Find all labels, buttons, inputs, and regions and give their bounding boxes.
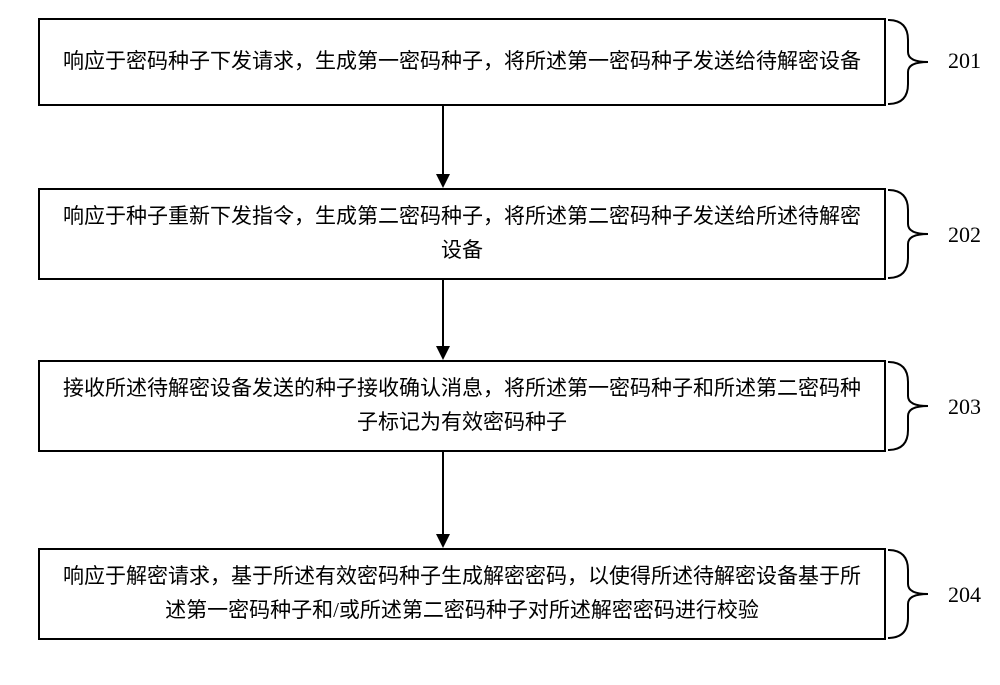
flow-node-text: 响应于密码种子下发请求，生成第一密码种子，将所述第一密码种子发送给待解密设备 <box>63 45 861 79</box>
flow-node-text: 响应于解密请求，基于所述有效密码种子生成解密密码，以使得所述待解密设备基于所述第… <box>60 560 864 627</box>
step-label: 204 <box>948 582 981 608</box>
brace-icon <box>886 18 946 106</box>
step-label: 203 <box>948 394 981 420</box>
flow-node-text: 响应于种子重新下发指令，生成第二密码种子，将所述第二密码种子发送给所述待解密设备 <box>60 200 864 267</box>
flow-node: 接收所述待解密设备发送的种子接收确认消息，将所述第一密码种子和所述第二密码种子标… <box>38 360 886 452</box>
brace-icon <box>886 188 946 280</box>
flow-node-text: 接收所述待解密设备发送的种子接收确认消息，将所述第一密码种子和所述第二密码种子标… <box>60 372 864 439</box>
brace-icon <box>886 360 946 452</box>
flowchart-canvas: 响应于密码种子下发请求，生成第一密码种子，将所述第一密码种子发送给待解密设备 2… <box>0 0 1000 685</box>
step-label: 201 <box>948 48 981 74</box>
flow-arrow <box>0 452 886 548</box>
flow-arrow <box>0 106 886 188</box>
flow-arrow <box>0 280 886 360</box>
step-label: 202 <box>948 222 981 248</box>
flow-node: 响应于种子重新下发指令，生成第二密码种子，将所述第二密码种子发送给所述待解密设备 <box>38 188 886 280</box>
flow-node: 响应于解密请求，基于所述有效密码种子生成解密密码，以使得所述待解密设备基于所述第… <box>38 548 886 640</box>
flow-node: 响应于密码种子下发请求，生成第一密码种子，将所述第一密码种子发送给待解密设备 <box>38 18 886 106</box>
brace-icon <box>886 548 946 640</box>
